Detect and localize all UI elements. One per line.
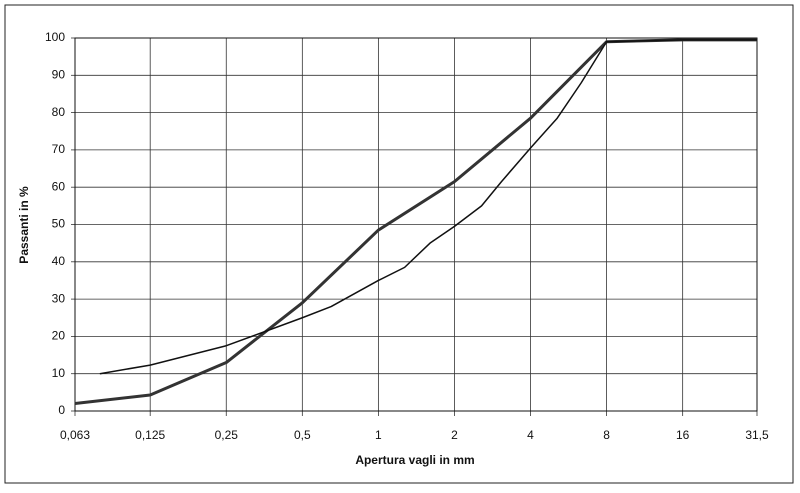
y-tick-label: 40 — [52, 254, 66, 268]
x-tick-label: 0,125 — [135, 428, 165, 442]
y-tick-label: 70 — [52, 142, 66, 156]
y-tick-label: 100 — [45, 30, 65, 44]
x-tick-label: 16 — [676, 428, 690, 442]
x-tick-label: 31,5 — [745, 428, 769, 442]
data-line — [74, 38, 757, 406]
y-tick-label: 50 — [52, 217, 66, 231]
x-tick-label: 8 — [603, 428, 610, 442]
x-tick-label: 0,063 — [60, 428, 90, 442]
y-tick-label: 20 — [52, 329, 66, 343]
y-tick-label: 90 — [52, 67, 66, 81]
x-tick-label: 1 — [375, 428, 382, 442]
y-tick-label: 30 — [52, 291, 66, 305]
y-tick-label: 0 — [58, 403, 65, 417]
plot-frame — [74, 37, 758, 412]
y-tick-label: 10 — [52, 366, 66, 380]
x-tick-label: 0,5 — [294, 428, 311, 442]
x-tick-label: 0,25 — [215, 428, 239, 442]
y-tick-label: 80 — [52, 105, 66, 119]
y-axis-title: Passanti in % — [17, 186, 31, 264]
chart-border — [4, 4, 794, 484]
x-tick-label: 4 — [527, 428, 534, 442]
data-line — [99, 39, 757, 375]
x-tick-label: 2 — [451, 428, 458, 442]
y-tick-label: 60 — [52, 179, 66, 193]
x-axis-title: Apertura vagli in mm — [355, 453, 474, 467]
